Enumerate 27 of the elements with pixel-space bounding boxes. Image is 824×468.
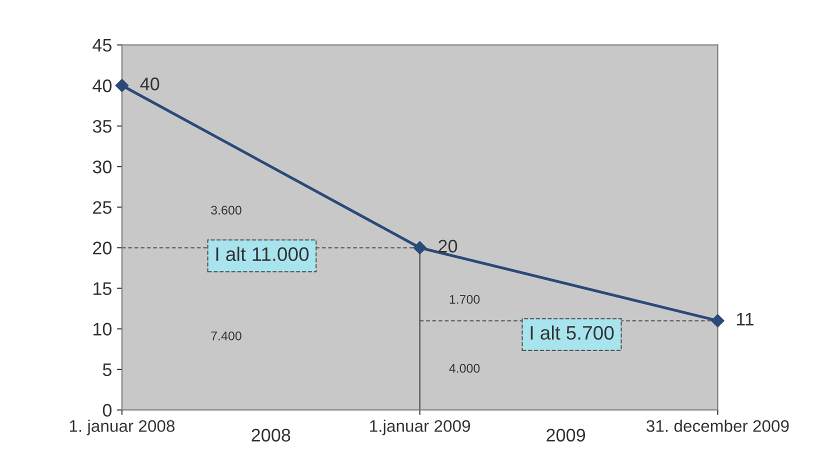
x-tick-label: 1.januar 2009	[370, 420, 470, 436]
annotation: 1.700	[450, 294, 480, 304]
x-tick-label: 31. december 2009	[646, 420, 789, 432]
point	[413, 241, 426, 254]
y-tick-label: 5	[102, 364, 112, 376]
annotation: 4.000	[449, 364, 480, 373]
y-tick-label: 25	[93, 201, 112, 214]
point	[115, 78, 129, 92]
text: 2008	[252, 428, 290, 442]
y-tick-label: 40	[92, 79, 112, 92]
y-tick-label: 45	[92, 39, 112, 52]
annotation: I alt 11.000	[216, 246, 309, 262]
y-tick-label: 0	[102, 404, 112, 417]
data-label: 20	[438, 240, 458, 253]
y-tick-label: 35	[92, 120, 112, 133]
x-tick-label: 1. januar 2008	[70, 420, 175, 436]
data-label: 40	[140, 78, 160, 90]
data-label: 11	[736, 312, 754, 326]
annotation: 3.600	[211, 206, 242, 215]
y-tick-label: 15	[94, 282, 112, 296]
point	[711, 314, 724, 328]
y-tick-label: 30	[92, 160, 112, 174]
annotation: 7.400	[211, 331, 242, 340]
y-tick-label: 10	[94, 322, 112, 336]
y-tick-label: 20	[93, 242, 112, 254]
text: 2009	[546, 428, 586, 442]
annotation: I alt 5.700	[530, 325, 614, 340]
